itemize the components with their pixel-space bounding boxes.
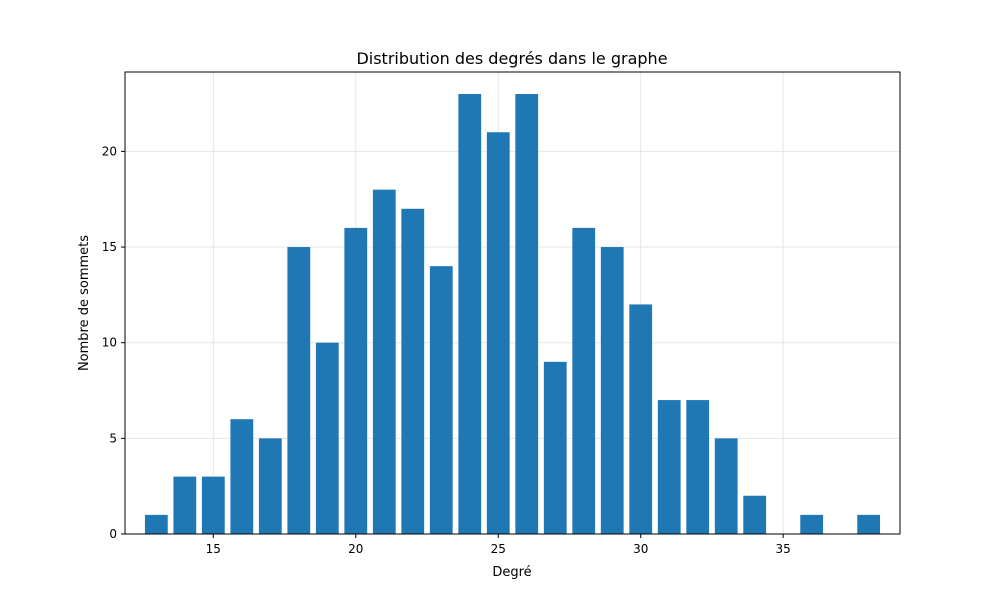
y-tick-label: 20 xyxy=(102,144,117,158)
bar-degree-28 xyxy=(572,227,596,535)
bar-degree-22 xyxy=(401,208,425,535)
bar-degree-34 xyxy=(743,495,767,534)
bar-degree-30 xyxy=(629,304,653,534)
bar-degree-25 xyxy=(486,132,510,534)
bar-degree-15 xyxy=(201,476,225,534)
x-tick-label: 20 xyxy=(348,542,363,556)
y-tick-label: 0 xyxy=(109,527,117,541)
bar-degree-38 xyxy=(857,514,881,534)
x-tick-label: 35 xyxy=(776,542,791,556)
y-tick-label: 10 xyxy=(102,336,117,350)
chart-title: Distribution des degrés dans le graphe xyxy=(356,49,667,68)
bar-degree-32 xyxy=(686,400,710,534)
bar-degree-27 xyxy=(543,361,567,534)
bar-degree-29 xyxy=(600,247,624,535)
bar-degree-19 xyxy=(315,342,339,534)
bar-degree-21 xyxy=(372,189,396,535)
bar-degree-23 xyxy=(429,266,453,534)
bar-degree-24 xyxy=(458,94,482,534)
bar-degree-14 xyxy=(173,476,197,534)
bar-degree-33 xyxy=(714,438,738,534)
x-axis-label: Degré xyxy=(492,565,531,580)
bar-degree-18 xyxy=(287,247,311,535)
bar-degree-20 xyxy=(344,227,368,535)
bar-degree-13 xyxy=(144,514,168,534)
bar-degree-26 xyxy=(515,94,539,534)
x-tick-label: 25 xyxy=(491,542,506,556)
bar-degree-36 xyxy=(800,514,824,534)
x-tick-label: 15 xyxy=(206,542,221,556)
plot-frame xyxy=(124,71,901,535)
x-tick-label: 30 xyxy=(633,542,648,556)
bar-degree-16 xyxy=(230,419,254,534)
bar-degree-17 xyxy=(258,438,282,534)
x-axis-ticks: 15 20 25 30 35 xyxy=(206,534,791,556)
y-axis-label: Nombre de sommets xyxy=(77,235,92,371)
y-tick-label: 15 xyxy=(102,240,117,254)
bar-degree-31 xyxy=(657,400,681,534)
y-axis-ticks: 0 5 10 15 20 xyxy=(102,144,125,541)
bars xyxy=(144,94,881,535)
y-tick-label: 5 xyxy=(109,431,117,445)
